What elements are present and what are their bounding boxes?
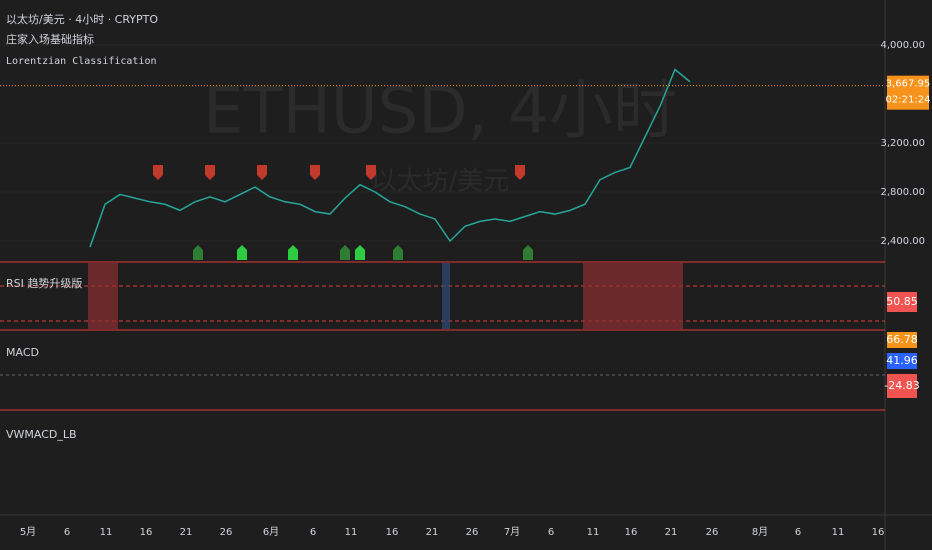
time-label: 11 [832, 527, 845, 538]
time-label: 26 [220, 527, 233, 538]
macd-value: 66.78 [886, 333, 918, 346]
pane-label[interactable]: VWMACD_LB [6, 428, 77, 441]
time-label: 6月 [263, 526, 279, 538]
rsi-zone [88, 263, 118, 329]
current-price: 3,667.95 [886, 79, 931, 90]
time-label: 8月 [752, 526, 768, 538]
price-line [89, 68, 691, 248]
signal-arrow [366, 165, 376, 180]
value-badge [887, 332, 917, 348]
time-label: 11 [345, 527, 358, 538]
indicator-name[interactable]: 庄家入场基础指标 [6, 32, 94, 46]
signal-arrow [523, 245, 533, 260]
value-badge [887, 353, 917, 369]
time-label: 6 [310, 527, 316, 538]
time-label: 26 [706, 527, 719, 538]
signal-arrow [193, 245, 203, 260]
signal-arrow [288, 245, 298, 260]
symbol-title[interactable]: 以太坊/美元 · 4小时 · CRYPTO [6, 12, 158, 26]
pane-label[interactable]: RSI 趋势升级版 [6, 276, 82, 290]
signal-arrow [340, 245, 350, 260]
time-label: 16 [140, 527, 153, 538]
time-label: 11 [100, 527, 113, 538]
time-label: 7月 [504, 526, 520, 538]
rsi-zone [442, 263, 450, 329]
time-label: 21 [665, 527, 678, 538]
signal-arrow [153, 165, 163, 180]
time-label: 6 [548, 527, 554, 538]
rsi-value: 50.85 [886, 295, 918, 308]
signal-arrow [257, 165, 267, 180]
time-label: 11 [587, 527, 600, 538]
macd-value: -24.83 [884, 379, 919, 392]
watermark: ETHUSD, 4小时 [203, 75, 677, 149]
time-label: 16 [872, 527, 885, 538]
signal-arrow [205, 165, 215, 180]
time-label: 6 [64, 527, 70, 538]
value-badge [887, 292, 917, 312]
value-badge [887, 374, 917, 398]
countdown: 02:21:24 [886, 95, 931, 106]
price-tick-label: 3,200.00 [880, 138, 925, 149]
price-tick-label: 4,000.00 [880, 40, 925, 51]
time-label: 16 [386, 527, 399, 538]
indicator-name[interactable]: Lorentzian Classification [6, 56, 157, 67]
price-badge [887, 75, 929, 110]
time-label: 5月 [20, 526, 36, 538]
time-label: 6 [795, 527, 801, 538]
signal-arrow [393, 245, 403, 260]
signal-arrow [237, 245, 247, 260]
time-label: 21 [180, 527, 193, 538]
signal-arrow [515, 165, 525, 180]
pane-label[interactable]: MACD [6, 346, 39, 359]
signal-arrow [355, 245, 365, 260]
rsi-zone [583, 263, 683, 329]
time-label: 21 [426, 527, 439, 538]
time-label: 26 [466, 527, 479, 538]
price-tick-label: 2,800.00 [880, 187, 925, 198]
signal-arrow [310, 165, 320, 180]
macd-value: 41.96 [886, 354, 918, 367]
time-label: 16 [625, 527, 638, 538]
price-tick-label: 2,400.00 [880, 236, 925, 247]
